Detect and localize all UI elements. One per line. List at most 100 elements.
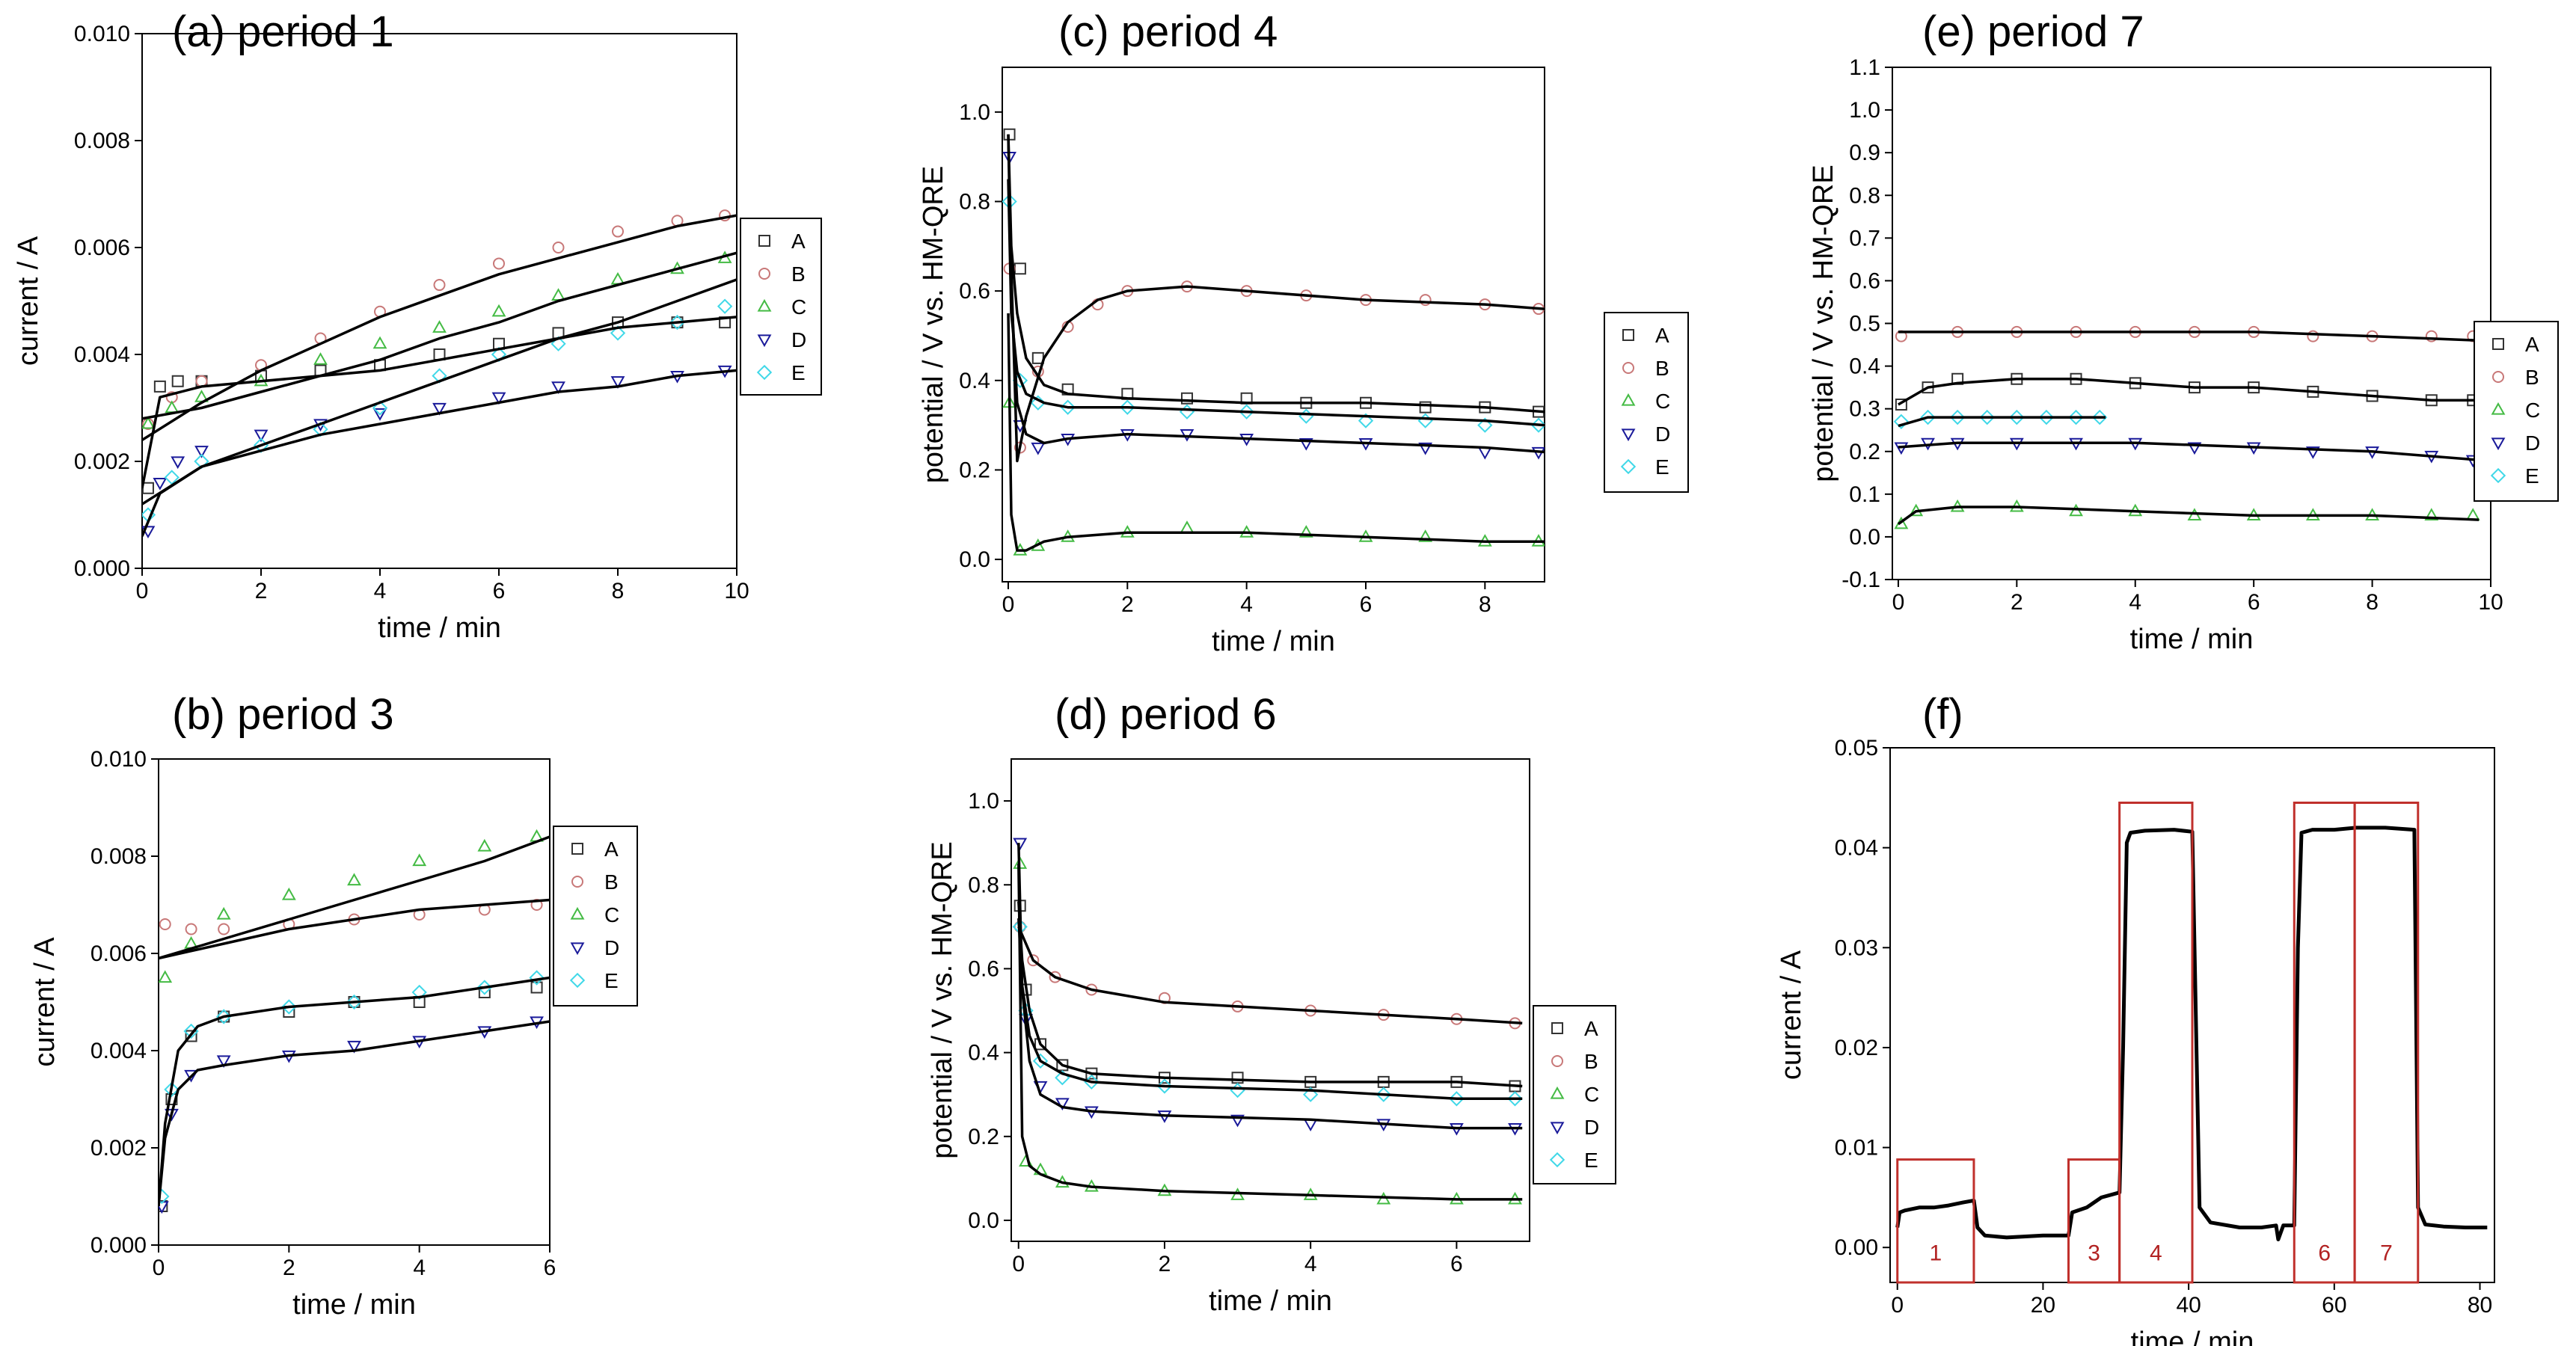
data-point-D [2187, 442, 2202, 455]
y-tick-label: 1.1 [1849, 55, 1880, 80]
data-point-A [1359, 396, 1372, 409]
x-axis-label: time / min [378, 612, 501, 644]
fit-curve [1898, 416, 2106, 428]
fit-curve [142, 251, 737, 420]
legend-label-B: B [1655, 357, 1669, 380]
data-point-E [1230, 1082, 1245, 1098]
legend-marker-B [571, 876, 583, 888]
data-point-A [1013, 262, 1026, 275]
data-point-E [216, 1009, 232, 1024]
data-point-E [717, 298, 733, 314]
legend-box [2474, 321, 2559, 502]
y-tick-label: 0.3 [1849, 397, 1880, 422]
period-label: 3 [2088, 1241, 2100, 1266]
y-axis-label: current / A [1776, 950, 1807, 1080]
y-tick-label: 0.02 [1835, 1036, 1878, 1060]
data-point-A [1509, 1080, 1521, 1093]
legend-label-C: C [1584, 1083, 1599, 1106]
legend-box [740, 218, 822, 396]
y-tick-label: 0.008 [74, 129, 130, 153]
data-point-E [551, 336, 566, 351]
x-tick-label: 4 [413, 1256, 426, 1280]
data-point-E [1060, 399, 1076, 415]
legend-marker-C [1550, 1086, 1565, 1099]
legend-marker-A [2492, 338, 2504, 350]
plot-area [159, 829, 550, 1214]
x-tick-label: 20 [2031, 1293, 2055, 1318]
data-point-A [1419, 401, 1432, 414]
y-tick-label: 0.010 [91, 747, 147, 772]
fit-curve [1017, 926, 1523, 1025]
x-tick-label: 2 [2011, 590, 2023, 615]
y-tick-label: 0.004 [91, 1039, 147, 1063]
x-tick-label: 4 [374, 579, 387, 603]
legend-label-B: B [791, 262, 806, 286]
legend-marker-A [758, 235, 770, 247]
legend-box [1604, 312, 1689, 493]
y-tick-label: 0.4 [968, 1041, 999, 1066]
data-point-D [1303, 1119, 1318, 1132]
x-tick-label: 2 [1159, 1252, 1171, 1276]
period-label: 4 [2150, 1241, 2162, 1266]
data-point-C [491, 304, 506, 317]
data-point-A [1003, 128, 1016, 141]
y-tick-label: 0.7 [1849, 226, 1880, 251]
legend-label-E: E [2525, 464, 2539, 488]
data-point-C [1180, 520, 1195, 533]
legend-label-A: A [604, 838, 619, 861]
y-tick-label: 0.5 [1849, 312, 1880, 336]
data-point-B [1027, 954, 1040, 967]
data-point-A [2188, 381, 2201, 394]
data-point-A [2366, 390, 2379, 402]
x-tick-label: 2 [255, 579, 268, 603]
data-point-E [610, 325, 626, 341]
data-point-A [2248, 381, 2260, 394]
y-tick-label: 1.0 [968, 789, 999, 814]
data-point-D [1477, 446, 1492, 460]
data-point-D [216, 1055, 231, 1069]
data-point-B [2307, 330, 2319, 342]
y-tick-label: 0.006 [74, 236, 130, 260]
y-tick-label: 0.006 [91, 941, 147, 966]
data-point-E [1893, 414, 1910, 429]
data-point-D [153, 478, 168, 491]
data-point-C [610, 271, 625, 285]
x-tick-label: 4 [2129, 590, 2141, 615]
legend-label-A: A [1584, 1017, 1598, 1040]
panel-title: (a) period 1 [172, 7, 394, 56]
legend-label-E: E [1584, 1149, 1598, 1172]
data-point-C [477, 838, 492, 852]
x-tick-label: 2 [283, 1256, 295, 1280]
data-point-D [184, 1069, 198, 1083]
data-point-B [433, 279, 446, 292]
data-point-E [2038, 409, 2055, 425]
x-tick-label: 0 [153, 1256, 165, 1280]
y-tick-label: 0.010 [74, 22, 130, 46]
y-tick-label: 0.8 [959, 189, 990, 214]
x-tick-label: 6 [544, 1256, 556, 1280]
data-point-E [2009, 409, 2025, 425]
fit-curve [1017, 918, 1523, 1101]
fit-curve [1017, 901, 1523, 1088]
fit-curve [1898, 441, 2480, 461]
data-point-D [551, 381, 565, 394]
x-tick-label: 60 [2322, 1293, 2346, 1318]
legend-label-E: E [604, 969, 619, 992]
legend-marker-A [571, 843, 583, 855]
data-point-D [491, 392, 506, 405]
fit-curve [159, 1020, 550, 1207]
legend-label-E: E [791, 361, 806, 384]
data-point-E [1376, 1087, 1391, 1102]
y-tick-label: 0.04 [1835, 836, 1878, 861]
plot-frame [158, 758, 551, 1246]
legend-marker-E [756, 364, 773, 381]
data-point-E [159, 1188, 170, 1205]
plot-area [1012, 838, 1523, 1205]
data-point-C [347, 873, 361, 886]
x-axis-label: time / min [1209, 1285, 1332, 1317]
y-tick-label: 0.0 [959, 547, 990, 572]
